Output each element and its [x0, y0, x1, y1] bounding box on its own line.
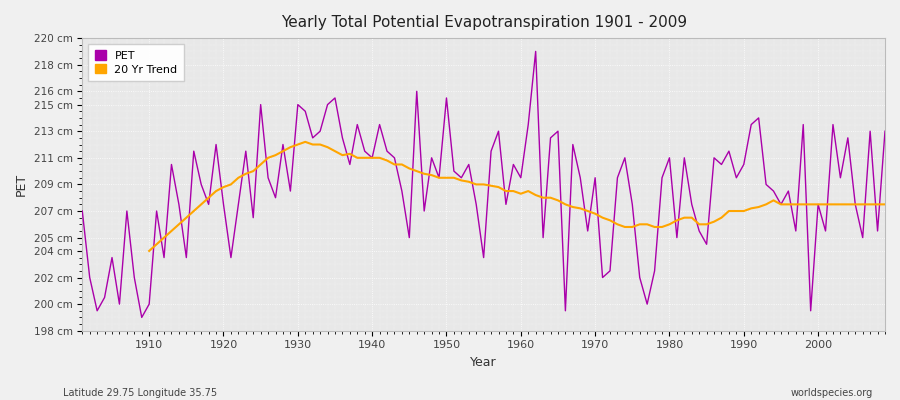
Title: Yearly Total Potential Evapotranspiration 1901 - 2009: Yearly Total Potential Evapotranspiratio…	[281, 15, 687, 30]
PET	[516, 175, 526, 180]
X-axis label: Year: Year	[471, 356, 497, 369]
Text: Latitude 29.75 Longitude 35.75: Latitude 29.75 Longitude 35.75	[63, 388, 217, 398]
20 Yr Trend	[285, 145, 296, 150]
20 Yr Trend	[590, 211, 600, 216]
20 Yr Trend	[850, 202, 860, 207]
Line: 20 Yr Trend: 20 Yr Trend	[149, 142, 885, 251]
Line: PET: PET	[82, 52, 885, 318]
PET	[144, 302, 155, 306]
PET	[619, 156, 630, 160]
Legend: PET, 20 Yr Trend: PET, 20 Yr Trend	[88, 44, 184, 81]
20 Yr Trend	[530, 193, 541, 198]
Text: worldspecies.org: worldspecies.org	[791, 388, 873, 398]
20 Yr Trend	[144, 248, 155, 253]
PET	[352, 122, 363, 127]
Y-axis label: PET: PET	[15, 173, 28, 196]
PET	[523, 122, 534, 127]
20 Yr Trend	[322, 145, 333, 150]
PET	[879, 129, 890, 134]
PET	[530, 49, 541, 54]
20 Yr Trend	[879, 202, 890, 207]
PET	[307, 136, 318, 140]
20 Yr Trend	[828, 202, 839, 207]
PET	[76, 209, 87, 214]
PET	[136, 315, 147, 320]
20 Yr Trend	[300, 140, 310, 144]
